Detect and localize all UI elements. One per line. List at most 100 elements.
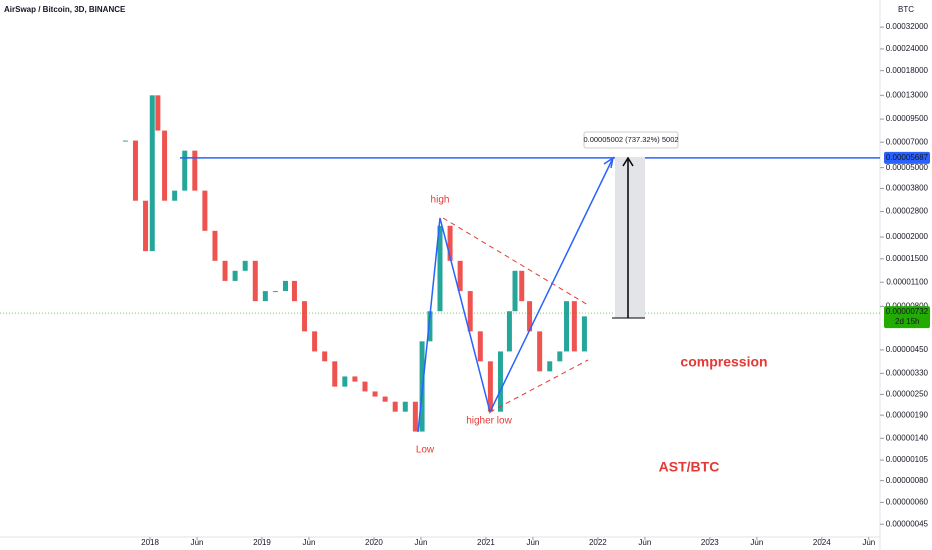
y-tick-label: 0.00032000 xyxy=(886,22,929,31)
y-tick-label: 0.00000450 xyxy=(886,345,929,354)
candle xyxy=(143,200,149,252)
y-tick-label: 0.00002800 xyxy=(886,207,929,216)
candle xyxy=(192,150,198,191)
candle xyxy=(437,225,443,312)
axis-unit: BTC xyxy=(898,5,914,14)
candle xyxy=(581,316,587,352)
candle xyxy=(122,140,128,142)
candle xyxy=(162,130,168,201)
annotation: compression xyxy=(680,354,767,370)
candle xyxy=(302,301,308,332)
y-tick-label: 0.00005000 xyxy=(886,163,929,172)
candle xyxy=(392,401,398,412)
annotation: higher low xyxy=(466,416,512,427)
candle xyxy=(272,291,278,293)
candle xyxy=(527,301,533,332)
candle xyxy=(252,260,258,302)
candle xyxy=(291,280,297,302)
candle xyxy=(155,95,161,131)
candle xyxy=(149,95,155,252)
y-tick-label: 0.00018000 xyxy=(886,66,929,75)
x-tick-label: 2023 xyxy=(701,538,719,547)
candle xyxy=(232,270,238,281)
trend-line xyxy=(442,217,589,306)
candle xyxy=(547,361,553,372)
drawings: 0.00005002 (737.32%) 5002 high Low highe… xyxy=(416,131,768,475)
candle xyxy=(537,331,543,372)
y-tick-label: 0.00003800 xyxy=(886,184,929,193)
candle xyxy=(506,311,512,352)
y-tick-label: 0.00000105 xyxy=(886,455,929,464)
x-tick-label: 2024 xyxy=(813,538,831,547)
candle xyxy=(332,361,338,387)
y-tick-label: 0.00000045 xyxy=(886,519,929,528)
x-tick-label: 2019 xyxy=(253,538,271,547)
candle xyxy=(342,376,348,387)
y-tick-label: 0.00001500 xyxy=(886,254,929,263)
price-label: 0.00000732 xyxy=(886,307,929,316)
arrow-head xyxy=(603,156,615,169)
path-drawing xyxy=(417,159,613,433)
candle xyxy=(322,351,328,362)
candle xyxy=(519,270,525,302)
x-tick-label: Jun xyxy=(638,538,651,547)
y-tick-label: 0.00000800 xyxy=(886,301,929,310)
candle xyxy=(172,190,178,201)
candle xyxy=(182,150,188,191)
candle xyxy=(402,401,408,412)
candle xyxy=(571,301,577,352)
candle xyxy=(412,401,418,432)
candle xyxy=(262,291,268,302)
y-tick-label: 0.00001100 xyxy=(886,277,928,286)
x-tick-label: 2020 xyxy=(365,538,383,547)
x-tick-label: Jun xyxy=(191,538,204,547)
candle xyxy=(382,396,388,402)
candle xyxy=(497,351,503,412)
x-tick-label: Jun xyxy=(303,538,316,547)
y-tick-label: 0.00007000 xyxy=(886,137,929,146)
candle xyxy=(352,376,358,382)
measure-box xyxy=(615,157,645,318)
y-tick-label: 0.00000080 xyxy=(886,476,929,485)
y-tick-label: 0.00000190 xyxy=(886,410,929,419)
price-label: 0.00005687 xyxy=(886,153,929,162)
x-tick-label: Jun xyxy=(526,538,539,547)
y-tick-label: 0.00000250 xyxy=(886,390,929,399)
candle xyxy=(282,280,288,292)
candle xyxy=(372,391,378,397)
candle xyxy=(362,381,368,392)
candle xyxy=(427,311,433,342)
candle xyxy=(487,361,493,412)
x-tick-label: Jun xyxy=(750,538,763,547)
candle xyxy=(132,140,138,201)
candle xyxy=(564,301,570,352)
candle xyxy=(467,291,473,332)
y-tick-label: 0.00013000 xyxy=(886,90,929,99)
x-tick-label: 2022 xyxy=(589,538,607,547)
candle xyxy=(457,260,463,292)
measure-arrow-head xyxy=(622,156,634,167)
x-tick-label: 2018 xyxy=(141,538,159,547)
candle xyxy=(242,260,248,271)
y-tick-label: 0.00000060 xyxy=(886,498,929,507)
price-label-box xyxy=(884,306,930,329)
y-tick-label: 0.00002000 xyxy=(886,232,929,241)
annotation: high xyxy=(431,195,450,206)
measure-label: 0.00005002 (737.32%) 5002 xyxy=(583,135,678,144)
candle xyxy=(512,270,518,312)
y-tick-label: 0.00024000 xyxy=(886,44,929,53)
candle xyxy=(447,225,453,261)
candle xyxy=(312,331,318,352)
trend-line xyxy=(489,359,589,413)
candle xyxy=(477,331,483,362)
x-tick-label: 2021 xyxy=(477,538,495,547)
candle xyxy=(557,351,563,362)
countdown: 2d 15h xyxy=(895,317,919,326)
y-tick-label: 0.00009500 xyxy=(886,114,929,123)
y-tick-label: 0.00000330 xyxy=(886,368,929,377)
price-label-box xyxy=(884,151,930,164)
candle xyxy=(212,230,218,261)
candle xyxy=(222,260,228,281)
measure-label-box xyxy=(583,131,679,149)
